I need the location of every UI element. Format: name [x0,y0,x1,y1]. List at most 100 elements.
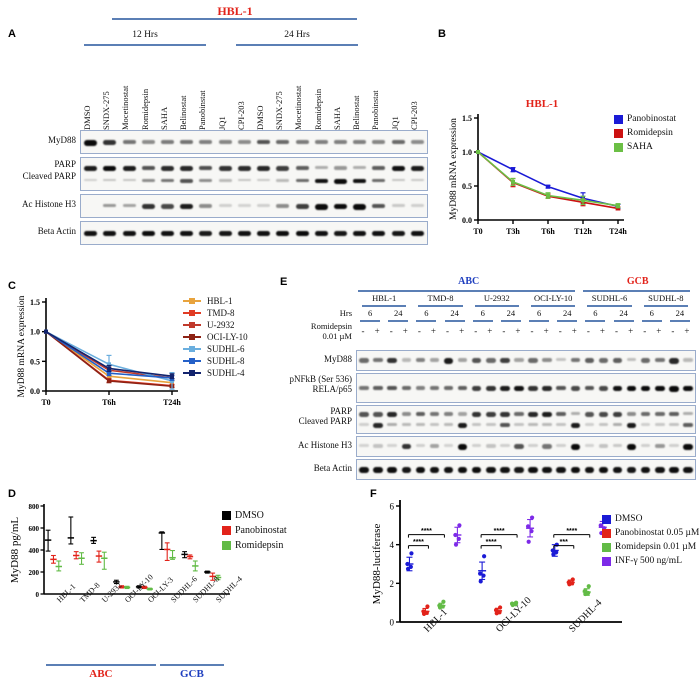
svg-text:T0: T0 [41,398,50,407]
panel-c-legend-swatch [182,344,202,354]
panel-a: HBL-1 A 12 Hrs 24 Hrs DMSO SNDX-275 Moceti… [0,0,430,278]
svg-text:***: *** [560,539,568,546]
blot-band [257,178,271,182]
panel-e-treatment-sign: + [374,326,380,336]
blot-band [598,412,609,417]
blot-band [373,358,383,363]
panel-a-rule-12hrs [84,44,206,46]
y-axis-title: MyD88 mRNA expression [17,295,27,397]
svg-text:****: **** [486,539,497,546]
svg-text:1.0: 1.0 [462,148,472,157]
panel-c-legend-marker [183,370,201,376]
blot-row-label: Ac Histone H3 [22,198,76,209]
panel-a-lane-label: DMSO [82,105,92,130]
panel-a-rule-24hrs [236,44,358,46]
panel-e-treatment-sign: + [515,326,521,336]
blot-band [528,412,538,418]
blot-band [387,358,397,364]
blot-band [401,423,412,426]
panel-d-legend: DMSO Panobinostat Romidepsin [222,510,287,555]
panel-f-legend-swatch [602,542,611,552]
panel-c-legend-label: U-2932 [207,320,235,330]
panel-d-letter: D [8,488,16,500]
blot-band [410,203,424,207]
blot-band [84,166,98,172]
blot-band [626,423,637,428]
panel-a-time-group-12: 12 Hrs [132,30,158,40]
y-axis-title: MyD88 mRNA expression [449,118,459,220]
svg-text:400: 400 [29,547,40,555]
svg-text:0.5: 0.5 [30,357,40,366]
panel-e-hrs-rule [500,320,521,322]
panel-b-legend-label: Panobinostat [627,114,677,124]
panel-e-cellline-rule [643,305,688,307]
blot-band [640,385,651,392]
blot-band [237,178,251,182]
blot-band [122,203,136,208]
blot-band [387,467,397,473]
blot-band [640,358,651,363]
blot-band [373,385,383,391]
panel-c-legend-swatch [182,308,202,318]
blot-band [626,358,637,362]
blot-band [141,166,155,171]
blot-band [218,230,232,237]
blot-band [276,139,290,145]
blot-band [410,230,424,237]
blot-band [683,423,693,427]
blot-band [640,423,651,426]
panel-d: D 0 200 400 600 800 MyD88 pg/mL HBL-1 TMD-8 U-29… [0,486,370,700]
svg-text:****: **** [494,528,505,535]
panel-a-time-group-24: 24 Hrs [284,30,310,40]
blot-band [542,412,552,418]
panel-a-lane-label: Mocetinostat [293,85,304,130]
panel-e-hrs-rule [472,320,493,322]
blot-band [122,178,136,182]
svg-text:0.0: 0.0 [30,387,40,396]
blot-band [141,139,155,144]
blot-band [500,423,510,428]
line-chart: 0.0 0.5 1.0 1.5 T0 T6h T24h MyD88 mRNA expressi… [17,295,181,407]
panel-a-lane-label: Panobinstat [370,90,381,130]
panel-c-legend-item: U-2932 [182,320,248,330]
blot-band [373,412,383,417]
blot-band [410,178,424,182]
blot-band [443,412,454,416]
panel-e-hrs-value: 24 [675,308,685,318]
panel-c-legend-marker [183,310,201,316]
panel-e-hrs-value: 6 [367,308,373,318]
panel-a-lane-label: Romidepsin [139,88,150,130]
blot-band [199,166,213,171]
panel-b-legend-swatch [614,114,623,124]
panel-a-lane-label: JQ1 [389,116,400,130]
svg-text:1.5: 1.5 [462,114,472,123]
svg-text:1.5: 1.5 [30,298,40,307]
blot-band [415,358,426,363]
panel-e-hrs-rule [641,320,662,322]
blot-band [626,444,637,451]
blot-box [356,350,696,371]
blot-band [669,467,679,473]
blot-band [180,166,194,171]
blot-band [486,412,496,417]
blot-band [180,178,194,183]
blot-band [199,139,213,144]
blot-row-label: Beta Actin [313,462,352,473]
panel-c-legend-item: SUDHL-4 [182,368,248,378]
blot-band [353,230,367,237]
svg-text:2: 2 [390,579,395,589]
panel-e-cellline-label: SUDHL-8 [648,293,684,303]
panel-d-plot: 0 200 400 600 800 MyD88 pg/mL HBL-1 TMD-8 U-2932… [0,494,244,694]
blot-band [353,139,367,144]
panel-a-lane-label: SAHA [158,106,169,130]
blot-band [237,139,251,144]
blot-band [237,230,251,237]
blot-band [598,444,609,448]
panel-c-legend-label: HBL-1 [207,296,233,306]
blot-band [612,444,623,448]
panel-f-legend-label: Panobinostat 0.05 µM [615,528,700,538]
blot-band [141,230,155,237]
panel-e-header: ABC GCB HBL-1 TMD-8 U-2932 OCI-LY-10 SUDHL-6 SU… [278,276,700,350]
panel-e-treatment-sign: + [487,326,493,336]
blot-band [471,423,482,426]
